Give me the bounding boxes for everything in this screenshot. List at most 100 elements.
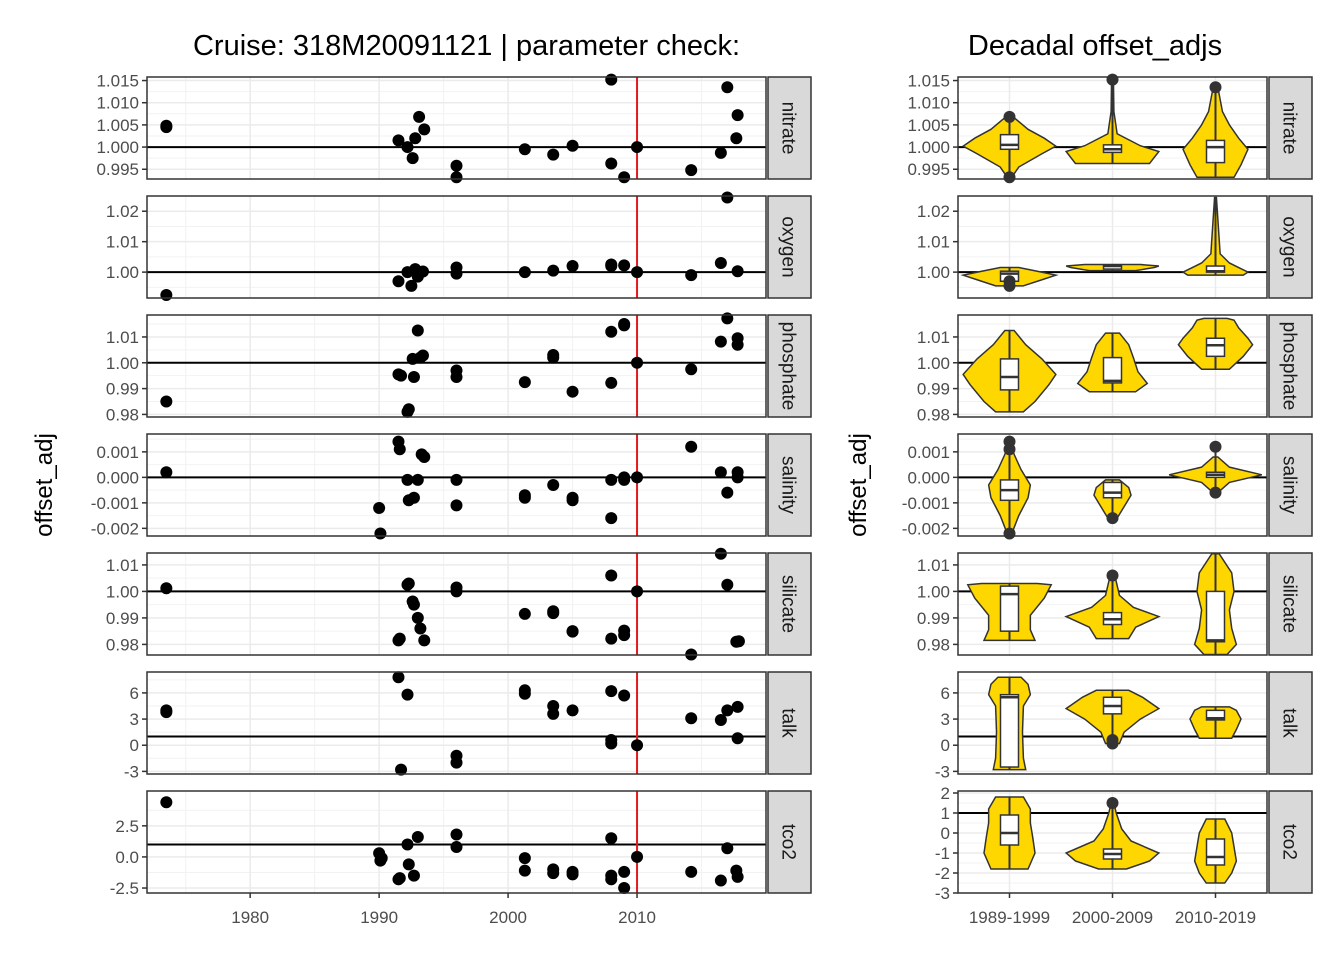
facet-strip: [767, 76, 812, 180]
data-point: [393, 443, 406, 456]
data-point: [605, 832, 618, 845]
y-tick-label: 1.02: [106, 202, 139, 221]
violin-2010-2019: [1168, 440, 1263, 499]
data-point: [618, 689, 631, 702]
data-point: [547, 605, 560, 618]
facet-label: nitrate: [1279, 102, 1300, 155]
facet-strip: [1268, 790, 1313, 894]
data-point: [518, 607, 531, 620]
data-point: [160, 121, 173, 134]
y-tick-label: 1.00: [106, 263, 139, 282]
data-point: [618, 865, 631, 878]
y-tick-label: 2.5: [115, 817, 139, 836]
data-point: [731, 732, 744, 745]
facet-strip: [1268, 552, 1313, 656]
facet-label: silicate: [778, 575, 799, 633]
box: [1205, 838, 1226, 866]
data-point: [160, 288, 173, 301]
data-point: [373, 501, 386, 514]
facet-label: salinity: [778, 456, 799, 515]
data-point: [416, 265, 429, 278]
data-point: [450, 499, 463, 512]
y-tick-label: 0.98: [917, 635, 950, 654]
panel-phosphate: 0.98 0.99 1.00 1.01 phosphate: [106, 312, 812, 424]
data-point: [685, 712, 698, 725]
data-point: [160, 466, 173, 479]
outlier-point: [1003, 110, 1016, 123]
data-point: [618, 171, 631, 184]
facet-strip: [767, 195, 812, 299]
y-tick-label: 1: [941, 804, 950, 823]
data-point: [566, 704, 579, 717]
x-tick-label: 2010: [618, 908, 656, 927]
y-tick-label: 3: [130, 710, 139, 729]
y-tick-label: -3: [935, 884, 950, 903]
data-point: [566, 625, 579, 638]
data-point: [721, 312, 734, 325]
y-tick-label: -2.5: [110, 879, 139, 898]
facet-label: oxygen: [778, 216, 799, 277]
outlier-point: [1209, 81, 1222, 94]
data-point: [618, 624, 631, 637]
data-point: [721, 578, 734, 591]
data-point: [407, 598, 420, 611]
y-tick-label: -2: [935, 864, 950, 883]
data-point: [392, 671, 405, 684]
box: [999, 133, 1020, 151]
y-tick-label: 2: [941, 784, 950, 803]
data-point: [721, 191, 734, 204]
data-point: [411, 611, 424, 624]
data-point: [714, 335, 727, 348]
y-tick-label: 1.01: [917, 328, 950, 347]
x-tick-label: 2000: [489, 908, 527, 927]
x-tick-label: 2010-2019: [1175, 908, 1256, 927]
data-point: [714, 256, 727, 269]
data-point: [395, 763, 408, 776]
data-point: [518, 864, 531, 877]
data-point: [518, 376, 531, 389]
data-point: [731, 338, 744, 351]
panel-talk: -3 0 3 6 talk: [935, 671, 1313, 781]
facet-label: phosphate: [1279, 322, 1300, 411]
data-point: [450, 171, 463, 184]
y-tick-label: 0.000: [96, 468, 139, 487]
data-point: [605, 512, 618, 525]
y-tick-label: 0.99: [106, 380, 139, 399]
panel-oxygen: 1.00 1.01 1.02 oxygen: [917, 195, 1313, 299]
data-point: [402, 403, 415, 416]
y-tick-label: 0.99: [917, 380, 950, 399]
facet-label: phosphate: [778, 322, 799, 411]
data-point: [450, 159, 463, 172]
facet-label: tco2: [1279, 824, 1300, 860]
data-point: [714, 874, 727, 887]
data-point: [450, 828, 463, 841]
y-tick-label: -0.001: [902, 494, 950, 513]
y-axis-title: offset_adj: [31, 433, 58, 537]
y-tick-label: 1.000: [907, 138, 950, 157]
data-point: [685, 865, 698, 878]
data-point: [547, 479, 560, 491]
facet-strip: [767, 433, 812, 537]
box: [999, 358, 1020, 391]
y-tick-label: -3: [124, 762, 139, 781]
y-tick-label: 1.010: [96, 94, 139, 113]
box: [1205, 709, 1226, 721]
data-point: [160, 796, 173, 809]
data-point: [731, 109, 744, 122]
y-tick-label: 0.99: [917, 609, 950, 628]
box: [1205, 139, 1226, 164]
y-tick-label: 0.98: [917, 405, 950, 424]
y-tick-label: 0.000: [907, 468, 950, 487]
panel-border: [146, 76, 767, 180]
y-tick-label: -1: [935, 844, 950, 863]
y-tick-label: 0.995: [907, 160, 950, 179]
panel-oxygen: 1.00 1.01 1.02 oxygen: [106, 191, 812, 301]
y-tick-label: 1.01: [106, 556, 139, 575]
data-point: [721, 81, 734, 94]
data-point: [407, 869, 420, 882]
data-point: [731, 870, 744, 883]
facet-strip: [767, 314, 812, 418]
data-point: [401, 688, 414, 701]
y-tick-label: 1.010: [907, 94, 950, 113]
